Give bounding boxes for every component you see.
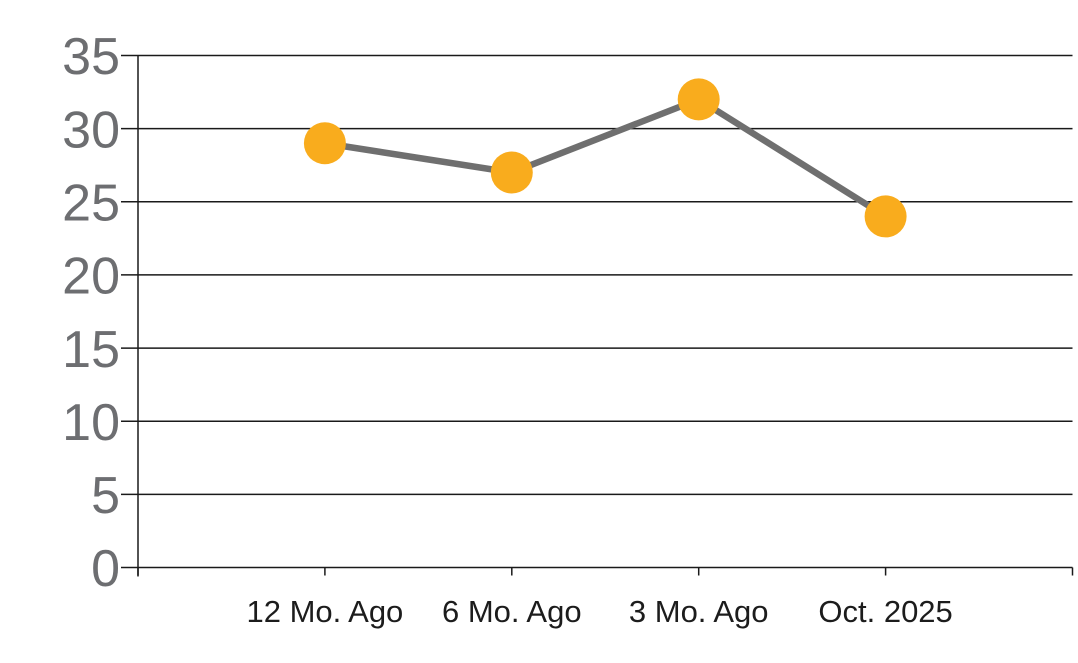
- data-point: [677, 78, 720, 121]
- y-tick-label: 10: [62, 394, 120, 452]
- x-tick-label: 3 Mo. Ago: [629, 594, 769, 629]
- data-point: [864, 195, 907, 238]
- data-point: [303, 122, 346, 165]
- y-tick-label: 15: [62, 321, 120, 379]
- data-point: [490, 151, 533, 194]
- y-tick-label: 25: [62, 175, 120, 233]
- y-tick-label: 30: [62, 101, 120, 159]
- x-tick-label: Oct. 2025: [818, 594, 952, 629]
- x-tick-label: 12 Mo. Ago: [246, 594, 403, 629]
- y-tick-label: 5: [91, 467, 120, 525]
- data-line: [321, 96, 889, 220]
- x-tick-label: 6 Mo. Ago: [442, 594, 582, 629]
- y-tick-label: 0: [91, 540, 120, 598]
- y-tick-label: 35: [62, 28, 120, 86]
- y-tick-label: 20: [62, 248, 120, 306]
